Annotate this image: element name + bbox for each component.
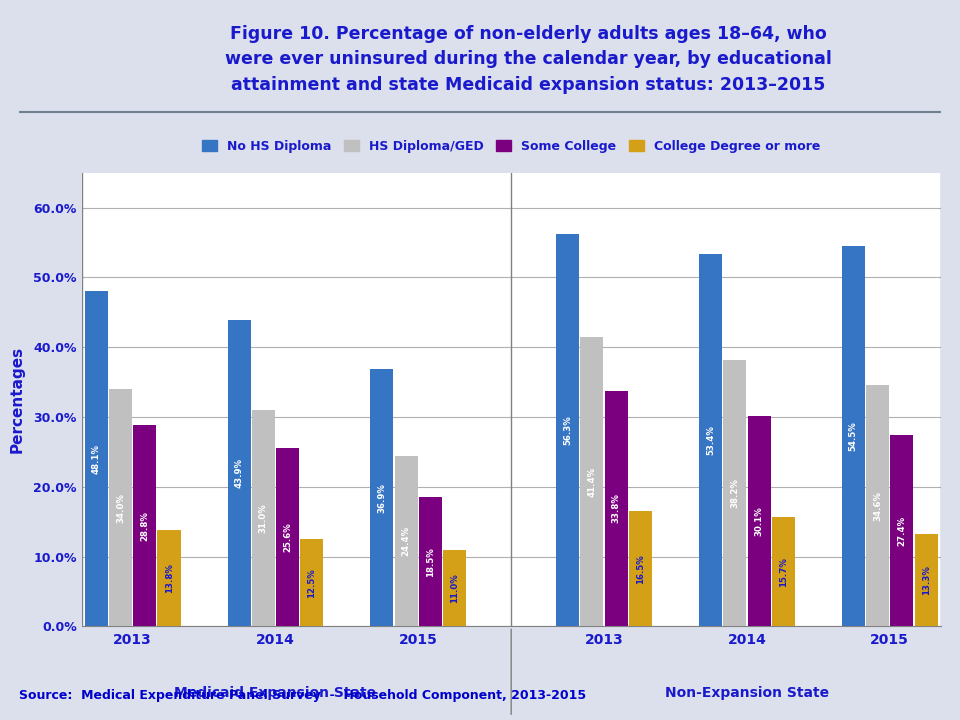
- Text: 24.4%: 24.4%: [401, 526, 411, 557]
- Text: 56.3%: 56.3%: [564, 415, 572, 445]
- Text: 53.4%: 53.4%: [706, 425, 715, 455]
- Bar: [772, 517, 795, 626]
- Text: 11.0%: 11.0%: [450, 573, 459, 603]
- Text: 36.9%: 36.9%: [377, 482, 387, 513]
- Bar: [444, 549, 467, 626]
- Bar: [915, 534, 938, 626]
- Bar: [891, 435, 914, 626]
- Bar: [605, 390, 628, 626]
- Text: 33.8%: 33.8%: [612, 493, 621, 523]
- Text: 16.5%: 16.5%: [636, 554, 645, 584]
- Text: were ever uninsured during the calendar year, by educational: were ever uninsured during the calendar …: [225, 50, 831, 68]
- Bar: [108, 389, 132, 626]
- Text: 30.1%: 30.1%: [755, 506, 763, 536]
- Text: 41.4%: 41.4%: [588, 467, 596, 497]
- Text: 13.3%: 13.3%: [922, 565, 931, 595]
- Y-axis label: Percentages: Percentages: [10, 346, 25, 453]
- Bar: [842, 246, 865, 626]
- Bar: [228, 320, 251, 626]
- Text: 34.6%: 34.6%: [874, 490, 882, 521]
- Text: 27.4%: 27.4%: [898, 516, 906, 546]
- Bar: [419, 498, 442, 626]
- Text: 31.0%: 31.0%: [259, 503, 268, 533]
- Text: 13.8%: 13.8%: [164, 563, 174, 593]
- Bar: [556, 233, 579, 626]
- Bar: [723, 360, 746, 626]
- Text: attainment and state Medicaid expansion status: 2013–2015: attainment and state Medicaid expansion …: [230, 76, 826, 94]
- Text: 43.9%: 43.9%: [234, 458, 244, 488]
- Bar: [748, 416, 771, 626]
- Bar: [629, 511, 652, 626]
- Bar: [133, 426, 156, 626]
- Bar: [581, 338, 604, 626]
- Text: 18.5%: 18.5%: [426, 547, 435, 577]
- Bar: [395, 456, 418, 626]
- Text: Figure 10. Percentage of non-elderly adults ages 18–64, who: Figure 10. Percentage of non-elderly adu…: [229, 25, 827, 43]
- Bar: [157, 530, 180, 626]
- Legend: No HS Diploma, HS Diploma/GED, Some College, College Degree or more: No HS Diploma, HS Diploma/GED, Some Coll…: [199, 136, 824, 156]
- Text: 38.2%: 38.2%: [731, 478, 739, 508]
- Text: Source:  Medical Expenditure Panel Survey  -  Household Component, 2013-2015: Source: Medical Expenditure Panel Survey…: [19, 689, 587, 702]
- Bar: [300, 539, 324, 626]
- Text: 15.7%: 15.7%: [779, 557, 788, 587]
- Text: Medicaid Expansion State: Medicaid Expansion State: [175, 685, 376, 700]
- Text: 34.0%: 34.0%: [116, 492, 125, 523]
- Bar: [699, 253, 722, 626]
- Text: 28.8%: 28.8%: [140, 511, 149, 541]
- Bar: [866, 385, 889, 626]
- Bar: [84, 291, 108, 626]
- Text: 48.1%: 48.1%: [91, 444, 101, 474]
- Text: 25.6%: 25.6%: [283, 522, 292, 552]
- Bar: [371, 369, 394, 626]
- Bar: [252, 410, 275, 626]
- Text: Non-Expansion State: Non-Expansion State: [665, 685, 829, 700]
- Text: 12.5%: 12.5%: [307, 568, 317, 598]
- Text: 54.5%: 54.5%: [849, 421, 858, 451]
- Bar: [276, 448, 300, 626]
